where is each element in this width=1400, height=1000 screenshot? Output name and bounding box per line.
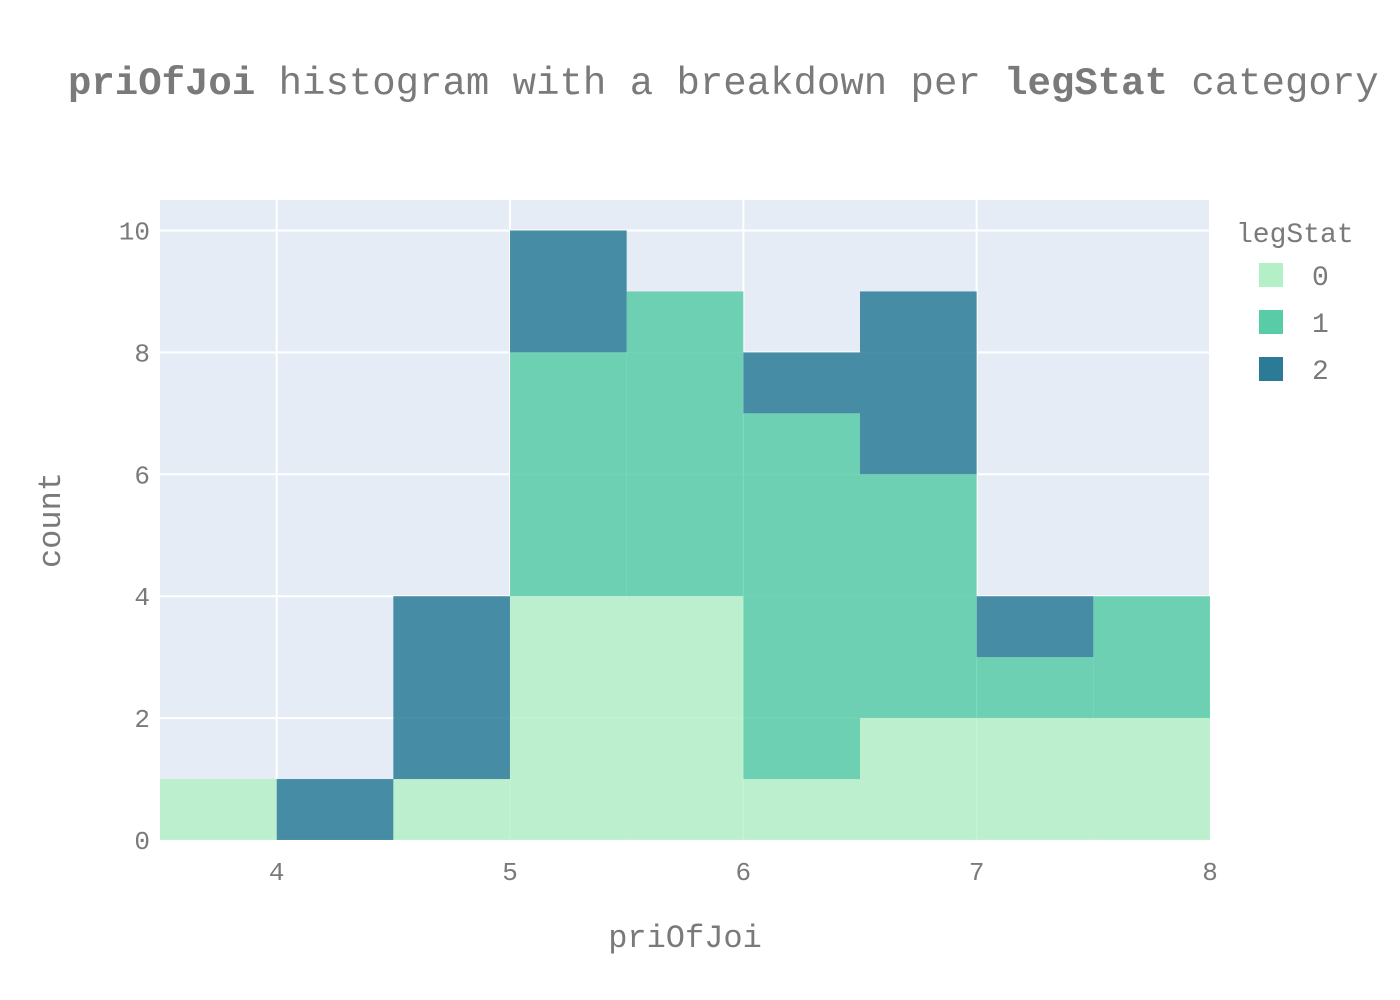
bar-legstat-0[interactable] xyxy=(393,779,510,840)
legend: legStat 0 1 2 xyxy=(1236,220,1354,388)
bar-legstat-1[interactable] xyxy=(626,291,744,597)
bar-legstat-2[interactable] xyxy=(393,596,510,780)
y-tick-label: 8 xyxy=(134,339,150,369)
title-bold-variable: priOfJoi xyxy=(68,62,256,106)
title-text: histogram with a breakdown per xyxy=(255,62,1005,106)
y-axis-label: count xyxy=(33,472,70,568)
y-tick-label: 4 xyxy=(134,583,150,613)
x-tick-label: 6 xyxy=(736,858,752,888)
legend-label-1[interactable]: 1 xyxy=(1312,310,1329,341)
x-tick-label: 7 xyxy=(969,858,985,888)
bar-legstat-0[interactable] xyxy=(510,596,627,840)
bar-legstat-0[interactable] xyxy=(743,779,860,840)
bar-legstat-1[interactable] xyxy=(510,352,627,597)
chart-title: priOfJoi histogram with a breakdown per … xyxy=(68,62,1379,106)
bar-legstat-0[interactable] xyxy=(160,779,277,840)
bars xyxy=(160,230,1210,840)
legend-label-0[interactable]: 0 xyxy=(1312,263,1329,294)
legend-swatch-2[interactable] xyxy=(1259,357,1283,381)
legend-swatch-1[interactable] xyxy=(1259,310,1283,334)
y-tick-label: 6 xyxy=(134,461,150,491)
x-tick-label: 8 xyxy=(1202,858,1218,888)
bar-legstat-2[interactable] xyxy=(860,291,977,475)
bar-legstat-2[interactable] xyxy=(510,230,627,353)
legend-label-2[interactable]: 2 xyxy=(1312,357,1329,388)
x-tick-label: 5 xyxy=(502,858,518,888)
bar-legstat-1[interactable] xyxy=(743,413,860,780)
bar-legstat-2[interactable] xyxy=(276,779,394,840)
y-tick-label: 2 xyxy=(134,705,150,735)
bar-legstat-1[interactable] xyxy=(860,474,977,719)
bar-legstat-2[interactable] xyxy=(976,596,1094,658)
bar-legstat-1[interactable] xyxy=(1093,596,1210,719)
bar-legstat-0[interactable] xyxy=(860,718,977,840)
x-tick-label: 4 xyxy=(269,858,285,888)
x-axis-label: priOfJoi xyxy=(608,920,762,957)
y-tick-label: 10 xyxy=(119,217,150,247)
bar-legstat-0[interactable] xyxy=(626,596,744,840)
bar-legstat-1[interactable] xyxy=(976,657,1094,719)
tick-labels: 4 5 6 7 8 0 2 4 6 8 10 xyxy=(119,217,1218,888)
bar-legstat-0[interactable] xyxy=(976,718,1094,840)
title-text-tail: category xyxy=(1167,62,1379,106)
bar-legstat-0[interactable] xyxy=(1093,718,1210,840)
legend-swatch-0[interactable] xyxy=(1259,263,1283,287)
bar-legstat-2[interactable] xyxy=(743,352,860,414)
title-bold-category: legStat xyxy=(1004,62,1168,106)
y-tick-label: 0 xyxy=(134,827,150,857)
legend-title: legStat xyxy=(1236,220,1354,251)
